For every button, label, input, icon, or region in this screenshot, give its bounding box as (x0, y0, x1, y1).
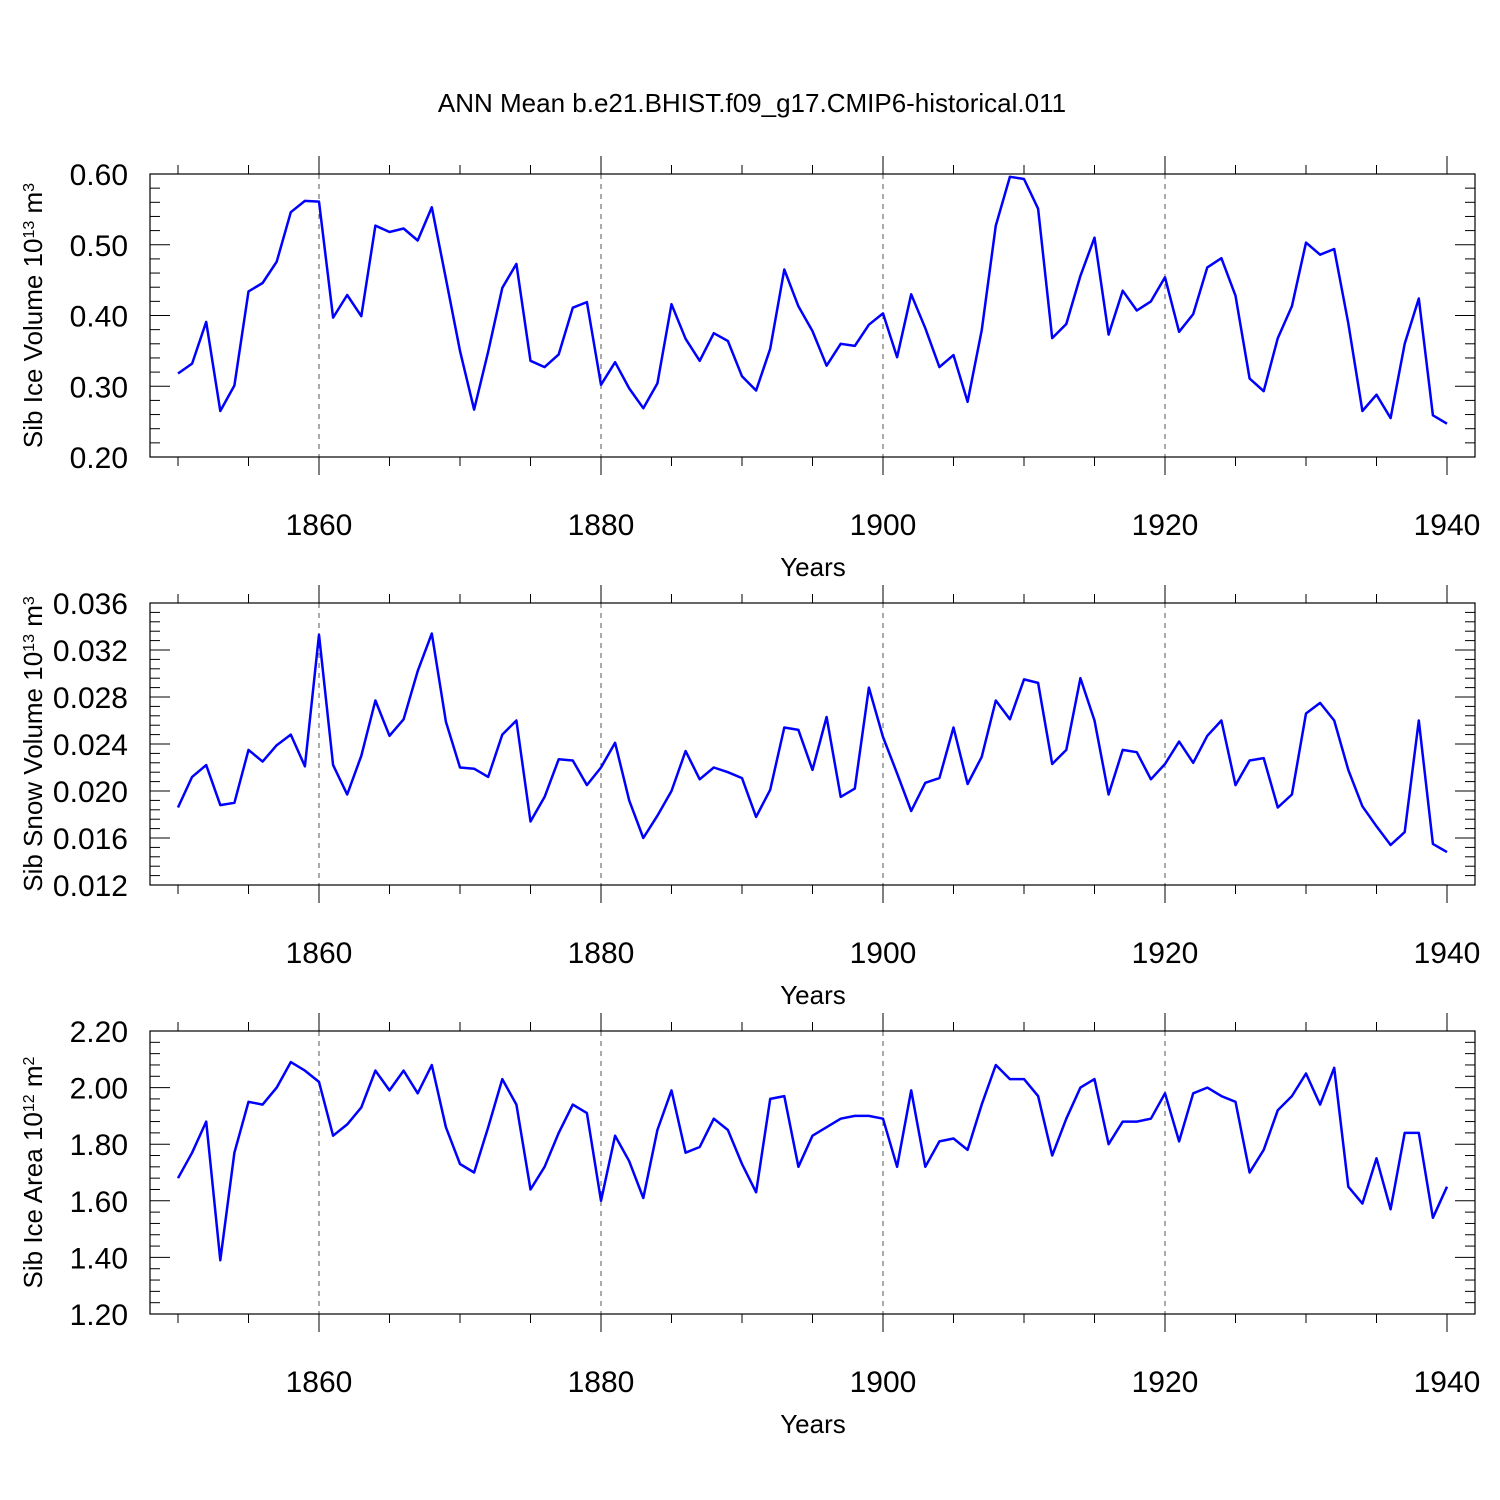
chart-panel-2: 0.012 0.016 0.020 0.024 0.028 0.032 0.036 1860 1… (18, 585, 1481, 1010)
y-axis-title-mid: m (18, 1065, 48, 1094)
x-tick-label: 1860 (286, 937, 353, 970)
x-tick-label: 1920 (1132, 1366, 1199, 1399)
y-axis-title-exp1: 13 (21, 634, 38, 652)
y-axis-title-base: Sib Ice Area 10 (18, 1112, 48, 1288)
y-axis-title-base: Sib Snow Volume 10 (18, 652, 48, 892)
y-tick-label: 0.016 (53, 823, 128, 856)
y-tick-label: 1.40 (70, 1242, 128, 1275)
x-tick-label: 1940 (1414, 937, 1481, 970)
y-tick-label: 0.20 (70, 442, 128, 475)
x-tick-label: 1900 (850, 1366, 917, 1399)
x-tick-label: 1900 (850, 937, 917, 970)
y-tick-label: 0.60 (70, 159, 128, 192)
chart-panel-3: 1.20 1.40 1.60 1.80 2.00 2.20 1860 1880 1900 1920… (18, 1013, 1481, 1439)
y-tick-label: 0.032 (53, 635, 128, 668)
series-line (176, 632, 1448, 854)
x-tick-label: 1880 (568, 509, 635, 542)
y-axis-title-mid: m (18, 192, 48, 221)
y-axis-title: Sib Ice Area 1012 m2 (18, 1056, 48, 1288)
y-axis-title-exp2: 2 (21, 1056, 38, 1065)
y-tick-label: 0.30 (70, 371, 128, 404)
y-axis-title-exp2: 3 (21, 183, 38, 192)
y-tick-label: 0.036 (53, 588, 128, 621)
y-tick-label: 0.012 (53, 870, 128, 903)
panels: 0.20 0.30 0.40 0.50 0.60 1860 1880 1900 1920 1940… (18, 156, 1481, 1439)
y-axis-title-exp1: 13 (21, 221, 38, 239)
x-tick-label: 1940 (1414, 1366, 1481, 1399)
x-tick-label: 1860 (286, 1366, 353, 1399)
x-tick-label: 1880 (568, 937, 635, 970)
x-tick-label: 1920 (1132, 509, 1199, 542)
x-tick-label: 1880 (568, 1366, 635, 1399)
x-tick-label: 1920 (1132, 937, 1199, 970)
y-tick-label: 0.024 (53, 729, 128, 762)
y-axis-title: Sib Snow Volume 1013 m3 (18, 596, 48, 892)
x-tick-label: 1860 (286, 509, 353, 542)
y-tick-label: 2.20 (70, 1016, 128, 1049)
x-tick-label: 1940 (1414, 509, 1481, 542)
series-line (177, 175, 1448, 425)
y-tick-label: 0.40 (70, 301, 128, 334)
y-axis-title-mid: m (18, 605, 48, 634)
y-tick-label: 2.00 (70, 1073, 128, 1106)
chart-panel-1: 0.20 0.30 0.40 0.50 0.60 1860 1880 1900 1920 1940… (18, 156, 1481, 582)
series-line (176, 1060, 1449, 1262)
y-tick-label: 1.80 (70, 1129, 128, 1162)
x-axis-title: Years (780, 1409, 846, 1439)
x-axis-title: Years (780, 552, 846, 582)
y-tick-label: 0.020 (53, 776, 128, 809)
x-axis-title: Years (780, 980, 846, 1010)
y-axis-title-exp1: 12 (21, 1094, 38, 1112)
y-axis-title-exp2: 3 (21, 596, 38, 605)
y-axis-title-base: Sib Ice Volume 10 (18, 239, 48, 449)
y-tick-label: 1.60 (70, 1186, 128, 1219)
figure-title: ANN Mean b.e21.BHIST.f09_g17.CMIP6-histo… (438, 88, 1066, 118)
x-tick-label: 1900 (850, 509, 917, 542)
y-tick-label: 0.50 (70, 230, 128, 263)
y-axis-title: Sib Ice Volume 1013 m3 (18, 183, 48, 448)
y-tick-label: 1.20 (70, 1299, 128, 1332)
y-tick-label: 0.028 (53, 682, 128, 715)
